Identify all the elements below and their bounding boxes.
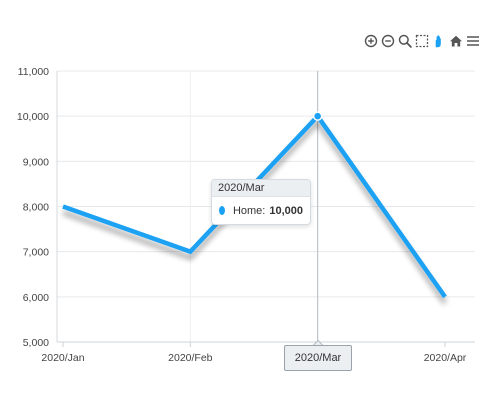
selection-icon[interactable] <box>415 34 429 48</box>
y-tick-label: 8,000 <box>23 202 49 214</box>
y-tick-label: 6,000 <box>23 292 49 304</box>
hover-point-marker <box>312 111 323 121</box>
x-tick-label: 2020/Jan <box>41 352 84 364</box>
tick-labels: 5,000 6,000 7,000 8,000 9,000 10,000 11,000 202… <box>17 66 467 364</box>
y-tick-label: 10,000 <box>17 111 49 123</box>
tooltip-series-label: Home: <box>232 204 266 217</box>
menu-icon[interactable] <box>466 34 480 48</box>
series-marker-dot <box>219 206 225 215</box>
home-icon[interactable] <box>449 34 463 48</box>
x-tick-label: 2020/Apr <box>424 352 467 364</box>
data-tooltip: 2020/Mar Home: 10,000 <box>211 179 311 225</box>
y-tick-label: 7,000 <box>23 247 49 259</box>
y-tick-label: 9,000 <box>23 156 49 168</box>
chart-toolbar <box>364 34 480 48</box>
x-tick-label: 2020/Feb <box>168 352 213 364</box>
tooltip-body: Home: 10,000 <box>212 197 310 224</box>
x-axis-crosshair-label: 2020/Mar <box>284 340 352 371</box>
magnifier-icon[interactable] <box>398 34 412 48</box>
y-tick-label: 5,000 <box>23 337 49 349</box>
y-tick-label: 11,000 <box>18 66 49 78</box>
tooltip-title: 2020/Mar <box>212 180 310 197</box>
zoom-in-icon[interactable] <box>364 34 378 48</box>
zoom-out-icon[interactable] <box>381 34 395 48</box>
pan-hand-icon[interactable] <box>432 34 446 48</box>
tooltip-value: 10,000 <box>269 204 303 217</box>
